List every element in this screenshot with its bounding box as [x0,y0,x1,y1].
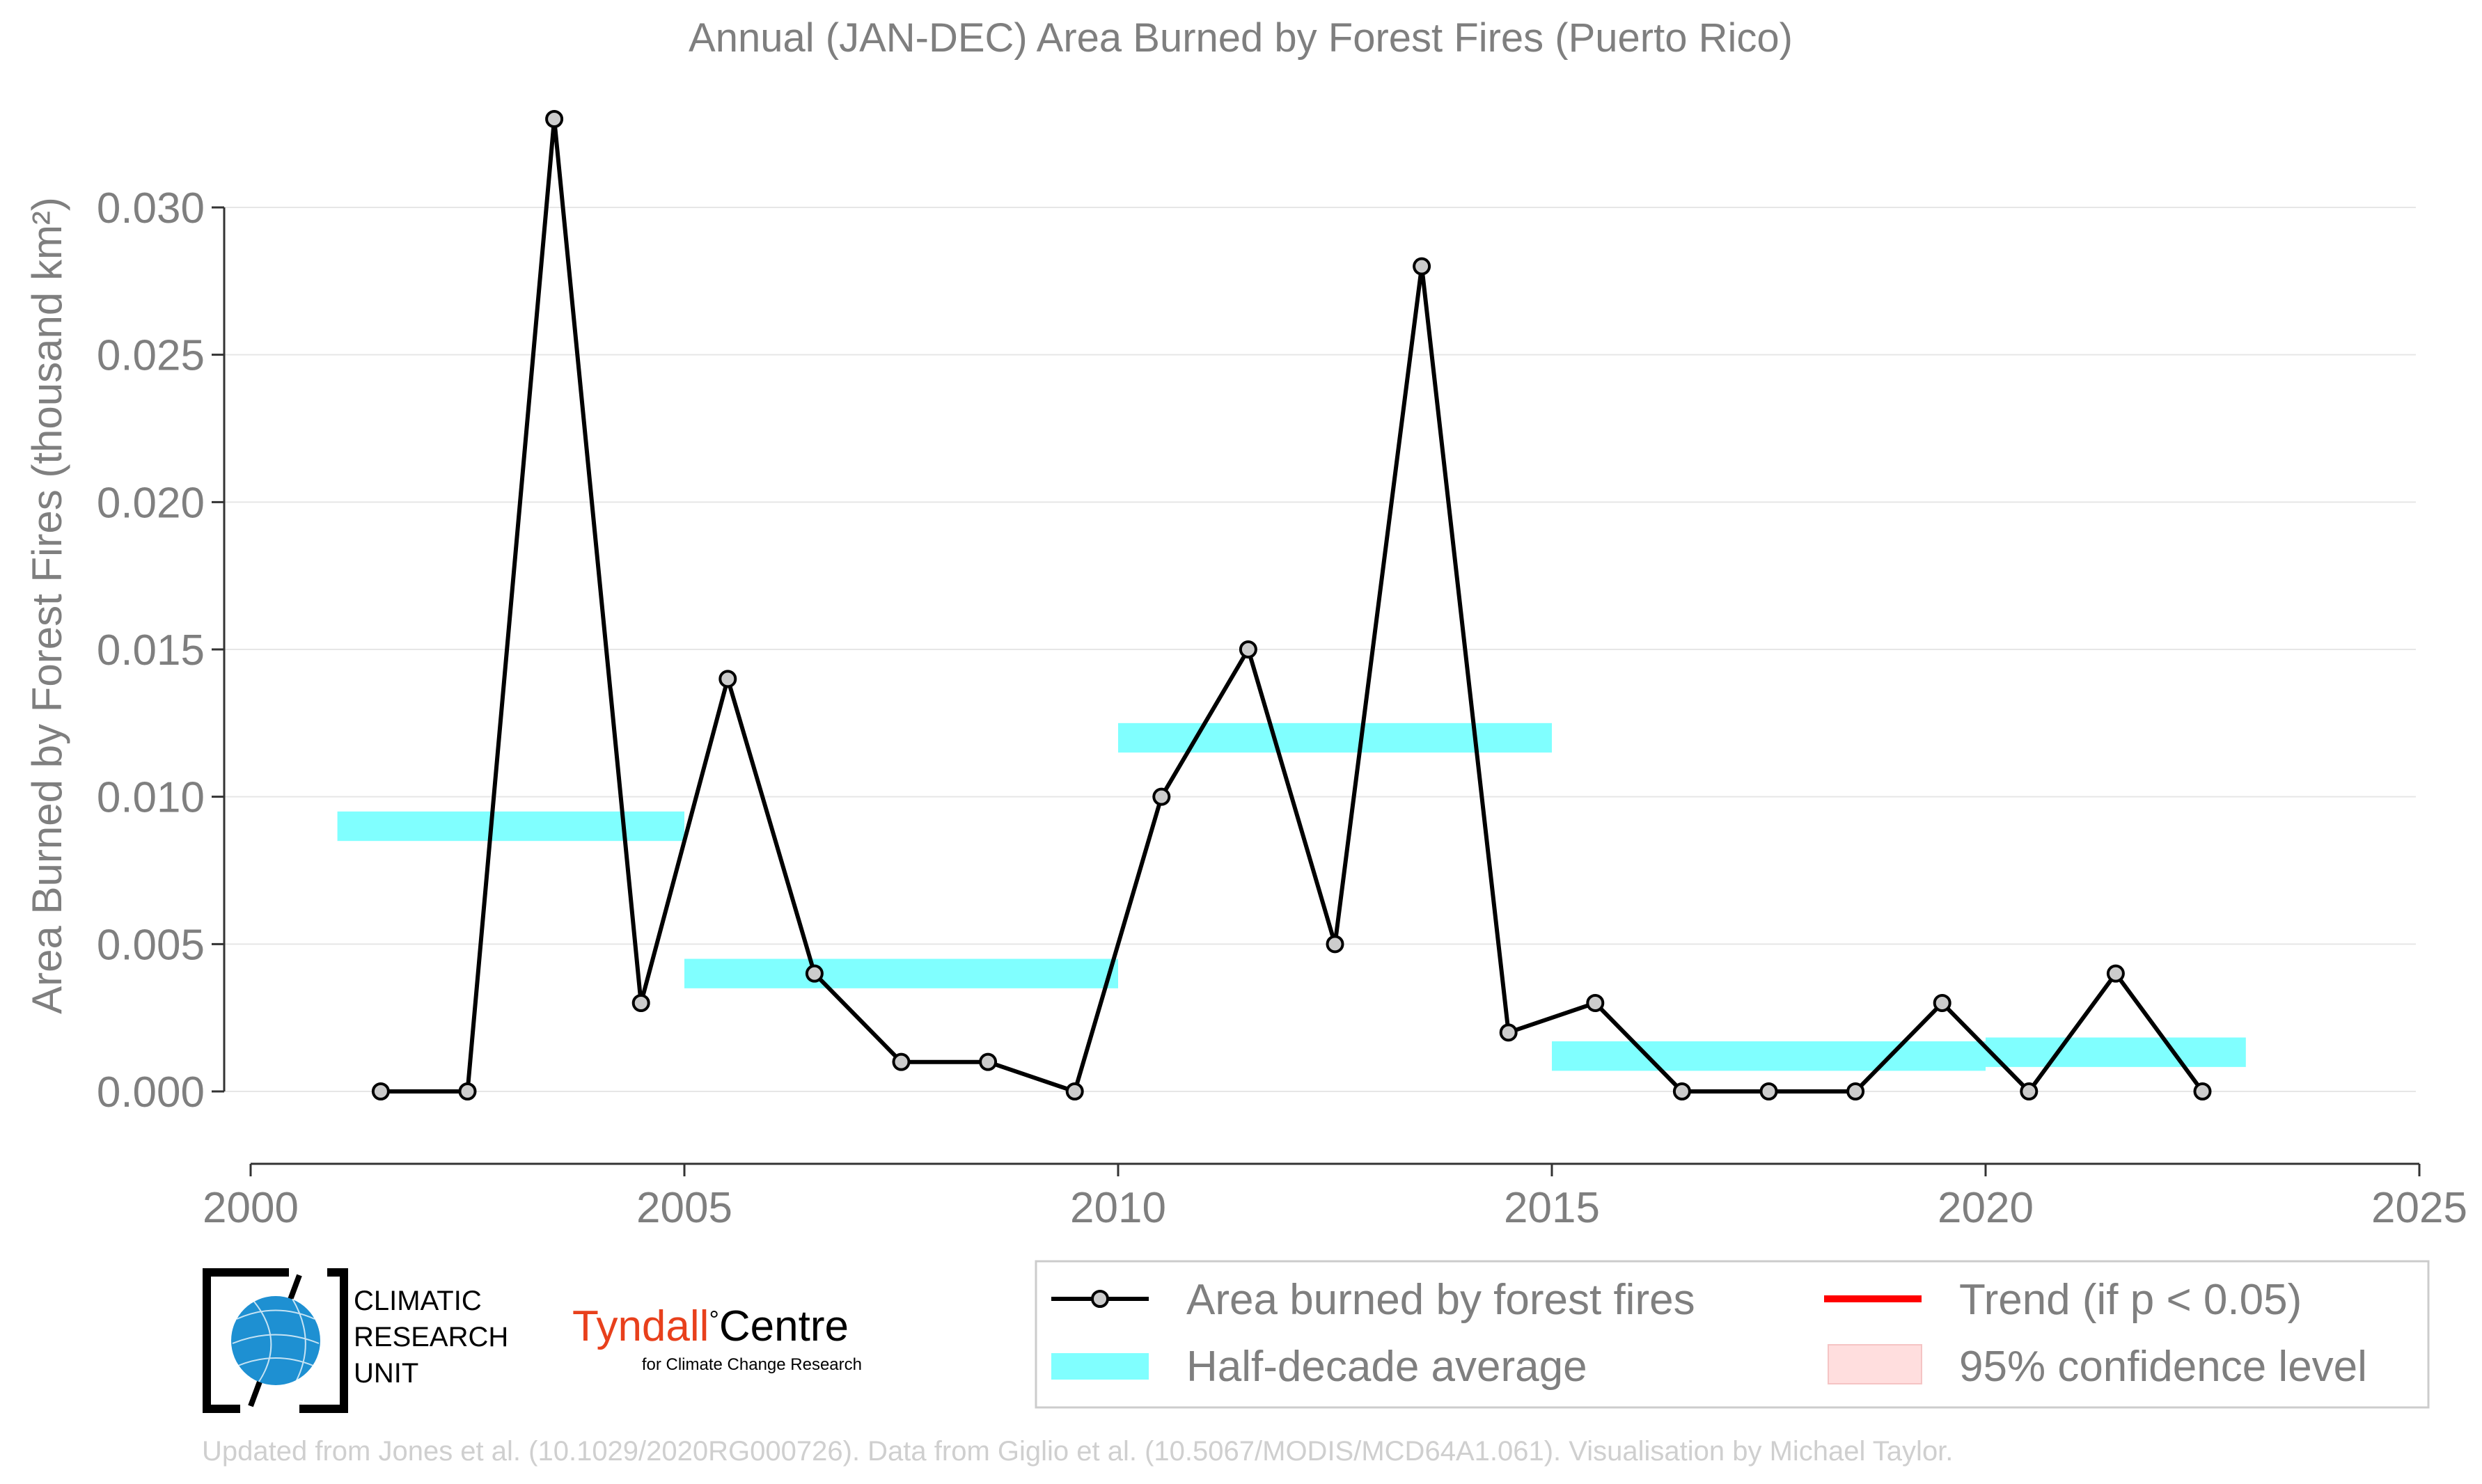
tyndall-logo-name: Tyndall°Centre [572,1302,849,1350]
half-decade-average-bar [684,958,1118,988]
data-point [892,1052,911,1071]
half-decade-average-bar [1986,1037,2246,1067]
legend-marker-icon [1091,1290,1109,1308]
data-point [1933,994,1951,1012]
x-tick-label: 2010 [1070,1184,1166,1232]
data-point [2193,1082,2212,1100]
plot-area [224,110,2416,1100]
series-points [371,110,2212,1100]
data-point [1239,640,1257,658]
globe-icon [231,1296,320,1385]
data-point [805,964,824,983]
half-decade-average-bar [1118,723,1552,753]
legend-label-half-decade: Half-decade average [1186,1343,1587,1391]
gridlines [224,207,2416,1092]
x-ticks: 2000 2005 2010 2015 2020 2025 [203,1164,2467,1232]
y-tick-label: 0.015 [97,626,205,674]
cru-logo-frame [203,1268,348,1413]
legend-entry-confidence: 95% confidence level [1828,1343,2367,1391]
legend-label-trend: Trend (if p < 0.05) [1959,1276,2302,1324]
x-tick-label: 2005 [636,1184,732,1232]
data-point [1846,1082,1865,1100]
credits: Updated from Jones et al. (10.1029/2020R… [202,1436,1953,1467]
data-point [1413,257,1431,276]
data-point [1586,994,1605,1012]
cru-logo-line2: RESEARCH [354,1322,508,1352]
legend-entry-area-burned: Area burned by forest fires [1051,1276,1695,1324]
data-point [1672,1082,1691,1100]
x-tick-label: 2000 [203,1184,299,1232]
chart-title: Annual (JAN-DEC) Area Burned by Forest F… [689,15,1793,61]
x-tick-label: 2025 [2371,1184,2467,1232]
data-point [631,994,650,1012]
half-decade-average-bar [337,811,684,842]
cru-logo-line3: UNIT [354,1358,418,1389]
data-point [1499,1023,1518,1042]
y-tick-label: 0.020 [97,479,205,527]
data-point [2020,1082,2039,1100]
x-axis: 2000 2005 2010 2015 2020 2025 [203,1162,2467,1232]
cru-logo: CLIMATIC RESEARCH UNIT [203,1268,508,1413]
data-point [979,1052,998,1071]
legend-entry-half-decade: Half-decade average [1051,1343,1587,1391]
tyndall-logo: Tyndall°Centre for Climate Change Resear… [572,1302,862,1374]
globe-icon-lines [232,1298,320,1382]
cru-logo-line1: CLIMATIC [354,1286,482,1316]
data-point [1326,935,1344,954]
data-point [718,670,737,688]
legend-entry-trend: Trend (if p < 0.05) [1824,1276,2302,1324]
legend: Area burned by forest fires Trend (if p … [1035,1260,2430,1409]
legend-box [1035,1260,2430,1409]
y-tick-label: 0.010 [97,774,205,822]
x-tick-label: 2020 [1938,1184,2034,1232]
x-tick-label: 2015 [1504,1184,1600,1232]
y-ticks: 0.000 0.005 0.010 0.015 0.020 0.025 0.030 [97,184,224,1116]
legend-label-confidence: 95% confidence level [1959,1343,2367,1391]
y-axis: 0.000 0.005 0.010 0.015 0.020 0.025 0.030 [97,184,226,1116]
data-point [545,110,564,128]
half-decade-average-bar [1552,1041,1986,1071]
y-axis-title: Area Burned by Forest Fires (thousand km… [24,197,70,1014]
y-tick-label: 0.000 [97,1068,205,1116]
data-point [1065,1082,1084,1100]
data-point [371,1082,390,1100]
data-point [2106,964,2125,983]
data-point [1152,787,1171,806]
y-tick-label: 0.025 [97,332,205,380]
data-point [1759,1082,1778,1100]
tyndall-logo-sub: for Climate Change Research [642,1355,862,1374]
y-tick-label: 0.005 [97,921,205,969]
data-point [458,1082,477,1100]
series-line-area-burned [380,117,2204,1094]
legend-label-area-burned: Area burned by forest fires [1186,1276,1695,1324]
y-tick-label: 0.030 [97,184,205,232]
